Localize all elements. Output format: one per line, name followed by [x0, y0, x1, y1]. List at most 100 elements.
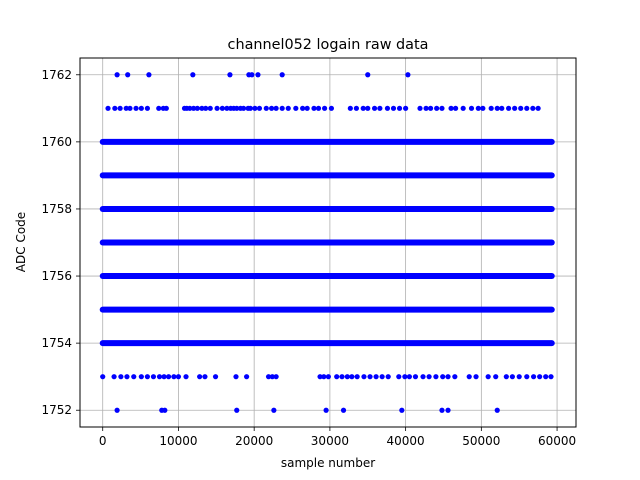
- data-point: [448, 105, 454, 111]
- data-point: [353, 105, 359, 111]
- data-point: [247, 105, 253, 111]
- x-axis-label: sample number: [281, 456, 375, 470]
- data-point: [227, 72, 233, 78]
- data-point: [396, 374, 402, 380]
- data-point: [263, 105, 269, 111]
- data-point: [405, 72, 411, 78]
- y-axis-label: ADC Code: [14, 212, 28, 272]
- data-point: [144, 105, 150, 111]
- data-point: [360, 105, 366, 111]
- dense-level-1759: [99, 172, 555, 179]
- y-tick-label: 1756: [41, 269, 72, 283]
- data-point: [402, 374, 408, 380]
- data-point: [543, 374, 549, 380]
- data-point: [325, 374, 331, 380]
- data-point: [138, 105, 144, 111]
- dense-level-1755: [99, 306, 555, 313]
- data-point: [114, 407, 120, 413]
- data-point: [114, 72, 120, 78]
- data-point: [439, 105, 445, 111]
- data-point: [373, 374, 379, 380]
- data-point: [426, 374, 432, 380]
- data-point: [100, 374, 106, 380]
- data-point: [328, 105, 335, 111]
- data-point: [390, 105, 397, 111]
- data-point: [249, 72, 255, 78]
- x-tick-label: 60000: [538, 434, 576, 448]
- x-tick-label: 20000: [235, 434, 273, 448]
- dense-level-1757: [99, 239, 555, 246]
- data-point: [183, 374, 189, 380]
- data-point: [535, 105, 541, 111]
- y-tick-label: 1762: [41, 68, 72, 82]
- data-point: [475, 105, 481, 111]
- data-point: [321, 105, 328, 111]
- data-point: [123, 105, 129, 111]
- data-point: [285, 105, 291, 111]
- data-point: [127, 105, 133, 111]
- data-point: [385, 374, 391, 380]
- data-point-band: [99, 138, 555, 145]
- data-point: [271, 407, 277, 413]
- data-point-band: [99, 205, 555, 212]
- data-point: [162, 407, 168, 413]
- data-point: [417, 105, 423, 111]
- y-tick-label: 1760: [41, 135, 72, 149]
- data-point: [494, 407, 500, 413]
- data-point: [379, 374, 385, 380]
- data-point: [165, 374, 172, 380]
- data-point: [340, 407, 347, 413]
- data-point: [480, 105, 486, 111]
- data-point: [133, 105, 139, 111]
- data-point: [255, 72, 261, 78]
- data-point: [518, 105, 524, 111]
- data-point: [202, 374, 208, 380]
- data-point: [187, 105, 193, 111]
- data-point: [304, 105, 310, 111]
- data-point: [323, 407, 329, 413]
- data-point: [156, 105, 162, 111]
- data-point: [399, 407, 405, 413]
- data-point: [190, 72, 196, 78]
- data-point: [506, 105, 512, 111]
- x-tick-label: 0: [99, 434, 107, 448]
- data-point: [212, 374, 219, 380]
- data-point-band: [99, 306, 555, 313]
- data-point: [423, 105, 429, 111]
- data-point: [445, 407, 451, 413]
- data-point: [365, 72, 371, 78]
- data-point: [503, 374, 509, 380]
- data-point: [428, 105, 434, 111]
- data-point: [273, 105, 279, 111]
- data-point: [118, 374, 124, 380]
- dense-level-1760: [99, 138, 555, 145]
- data-point: [396, 105, 403, 111]
- points-layer: [99, 72, 555, 413]
- data-point: [265, 374, 272, 380]
- data-point: [485, 374, 491, 380]
- data-point: [524, 374, 530, 380]
- data-point: [445, 374, 451, 380]
- data-point: [493, 374, 499, 380]
- plot-frame: [79, 57, 577, 428]
- data-point: [279, 72, 285, 78]
- data-point: [256, 105, 263, 111]
- data-point: [365, 105, 371, 111]
- data-point: [234, 105, 240, 111]
- data-point: [300, 105, 306, 111]
- data-point: [452, 374, 458, 380]
- data-point: [194, 105, 200, 111]
- data-point: [197, 374, 203, 380]
- data-point-band: [99, 273, 555, 280]
- data-point: [473, 374, 479, 380]
- chart-title: channel052 logain raw data: [228, 37, 429, 53]
- x-tick-label: 50000: [462, 434, 500, 448]
- data-point: [111, 374, 117, 380]
- ticks-layer: 0 10000 20000 30000 40000 50000 60000 1752 1754 1…: [41, 68, 576, 448]
- data-point: [199, 105, 205, 111]
- data-point-band: [99, 239, 555, 246]
- data-point: [105, 105, 111, 111]
- data-point-band: [99, 340, 555, 347]
- data-point: [347, 105, 353, 111]
